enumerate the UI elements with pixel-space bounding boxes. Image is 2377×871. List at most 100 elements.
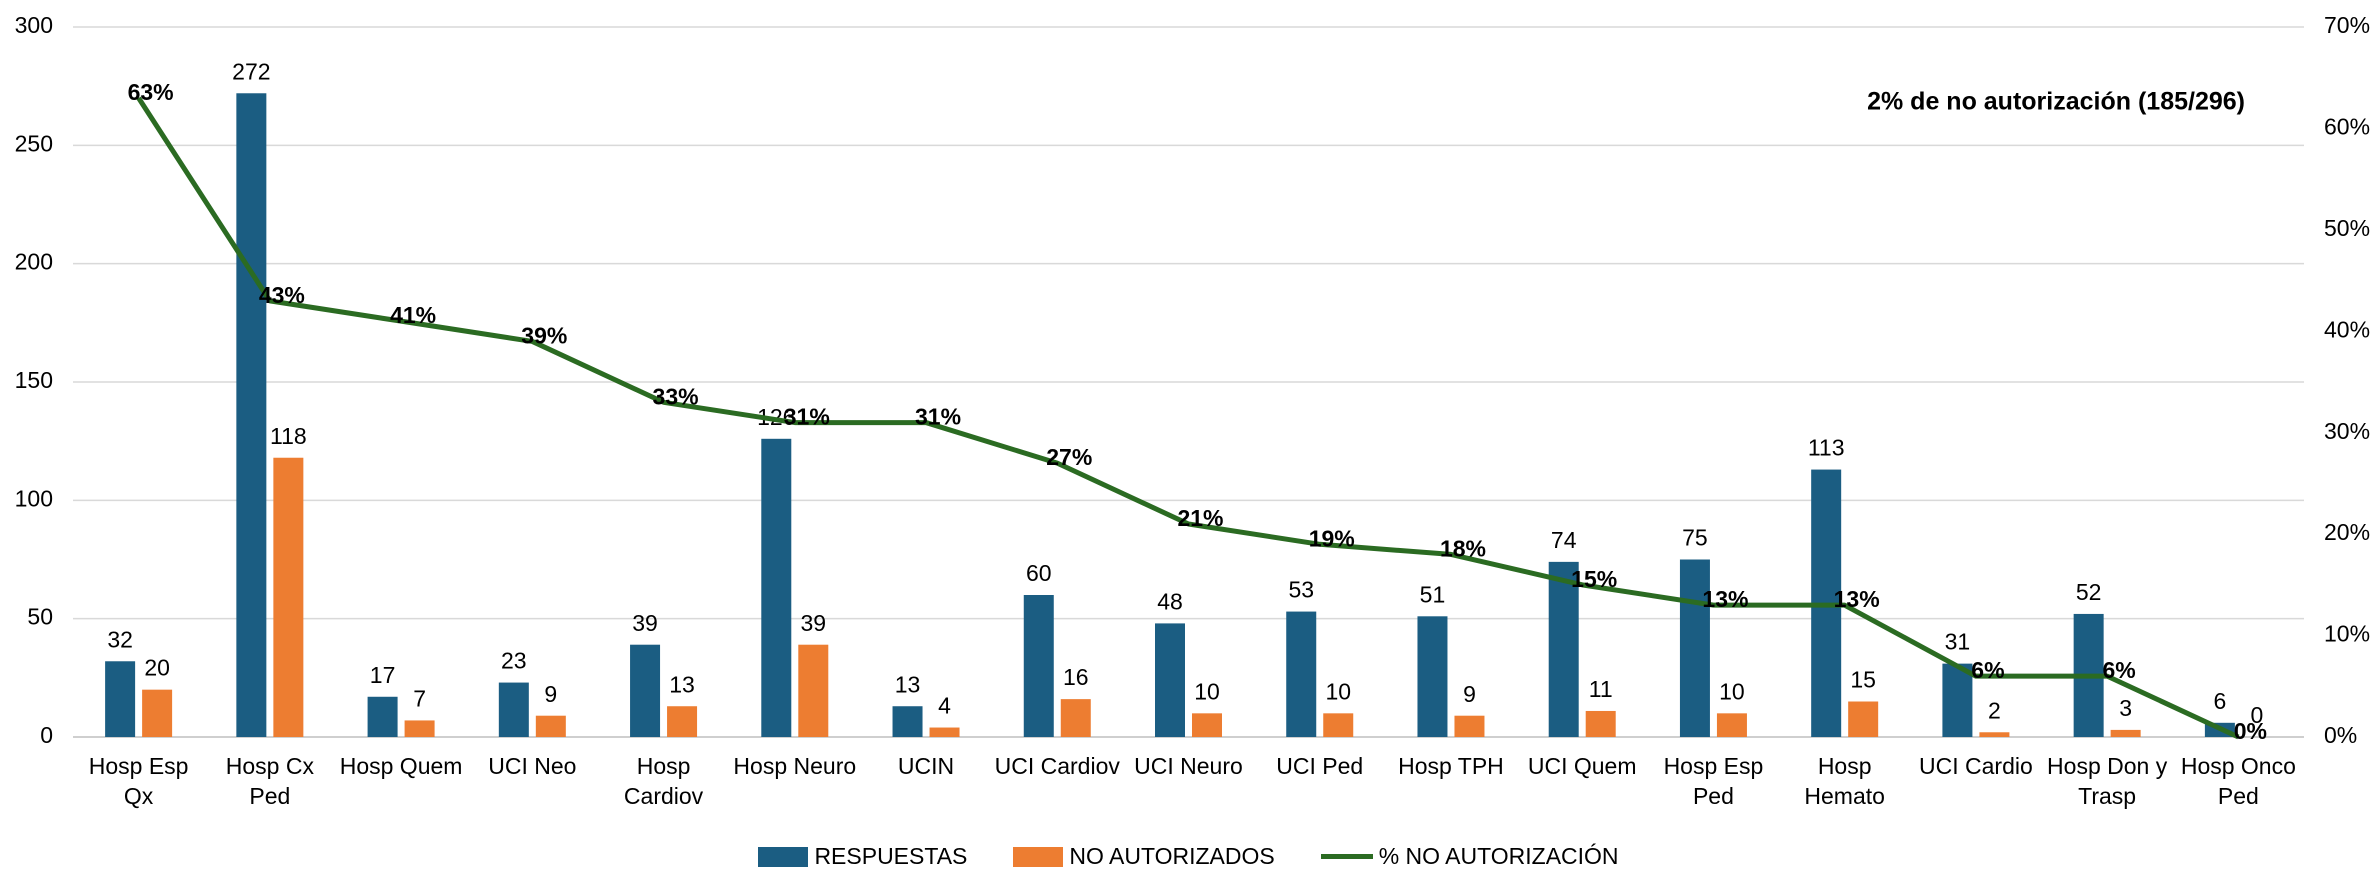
- bar: [798, 644, 829, 737]
- bar-value-label: 113: [1808, 435, 1845, 461]
- x-tick-label: Hosp Neuro: [733, 753, 857, 779]
- bar-value-label: 52: [2076, 579, 2102, 605]
- bar: [1155, 623, 1185, 737]
- bar-value-label: 53: [1288, 577, 1314, 603]
- bar: [1942, 663, 1973, 737]
- bar-value-label: 39: [632, 610, 658, 636]
- line-value-label: 21%: [1177, 505, 1223, 531]
- line: [136, 96, 2240, 740]
- bar: [1454, 715, 1485, 737]
- x-tick-label: UCI Quem: [1527, 753, 1637, 779]
- y-tick-label: 150: [15, 367, 53, 393]
- x-tick-label: UCI Ped: [1276, 753, 1364, 779]
- bar: [105, 661, 136, 737]
- y-tick-label: 0: [40, 722, 53, 748]
- bar: [498, 682, 529, 737]
- line-value-label: 15%: [1571, 566, 1617, 592]
- y2-tick-label: 70%: [2324, 12, 2370, 38]
- bar: [1060, 699, 1091, 737]
- legend-label: NO AUTORIZADOS: [1069, 843, 1275, 869]
- y2-tick-label: 30%: [2324, 418, 2370, 444]
- bar: [761, 438, 792, 737]
- bar-value-label: 10: [1719, 678, 1745, 704]
- x-tick-label: UCI Neuro: [1134, 753, 1243, 779]
- legend-line: [1320, 854, 1373, 859]
- x-tick-label: Hosp Hemato: [1804, 753, 1885, 809]
- bar-value-label: 32: [107, 626, 133, 652]
- x-tick-label: Hosp Onco Ped: [2180, 753, 2296, 809]
- bar-value-label: 48: [1157, 588, 1183, 614]
- line-value-label: 19%: [1309, 525, 1355, 551]
- y2-tick-label: 40%: [2324, 316, 2370, 342]
- line-value-label: 31%: [784, 404, 830, 430]
- bar-value-label: 16: [1063, 664, 1089, 690]
- line-value-label: 27%: [1046, 444, 1092, 470]
- bar-value-label: 39: [800, 610, 826, 636]
- bar: [236, 93, 267, 738]
- x-tick-label: Hosp Esp Ped: [1663, 753, 1764, 809]
- bar: [1286, 611, 1317, 737]
- bar: [630, 644, 661, 737]
- line-value-label: 33%: [653, 383, 699, 409]
- y2-tick-label: 20%: [2324, 519, 2370, 545]
- bar-value-label: 15: [1850, 667, 1876, 693]
- bar-value-label: 2: [1988, 697, 2001, 723]
- bar-value-label: 118: [270, 423, 307, 449]
- bar-value-label: 9: [544, 681, 557, 707]
- x-tick-label: Hosp Don y Trasp: [2047, 753, 2168, 809]
- bar-value-label: 0: [2250, 702, 2263, 728]
- bar: [929, 727, 960, 737]
- bar-value-label: 75: [1682, 525, 1708, 551]
- x-tick-label: Hosp Quem: [339, 753, 463, 779]
- bar: [273, 457, 304, 737]
- bar-value-label: 11: [1589, 676, 1613, 702]
- x-tick-label: UCI Cardiov: [994, 753, 1120, 779]
- line-value-label: 39%: [521, 323, 567, 349]
- line-value-label: 18%: [1440, 536, 1486, 562]
- line-value-label: 43%: [259, 282, 305, 308]
- line-value-label: 63%: [128, 79, 174, 105]
- y2-tick-label: 50%: [2324, 215, 2370, 241]
- bar-value-label: 4: [938, 693, 951, 719]
- bar-value-label: 23: [501, 648, 527, 674]
- y-tick-label: 250: [15, 130, 53, 156]
- bar: [1548, 561, 1579, 737]
- bar: [1585, 710, 1616, 737]
- line-value-label: 13%: [1702, 586, 1748, 612]
- y-tick-label: 100: [15, 485, 53, 511]
- line-value-label: 31%: [915, 404, 961, 430]
- bar-value-label: 10: [1194, 678, 1220, 704]
- bar: [667, 706, 698, 737]
- bar: [2110, 729, 2141, 737]
- line-value-label: 6%: [2103, 657, 2136, 683]
- bar-value-label: 60: [1026, 560, 1052, 586]
- y-tick-label: 200: [15, 249, 53, 275]
- bar-value-label: 3: [2119, 695, 2132, 721]
- bar-value-label: 6: [2213, 688, 2226, 714]
- y-tick-label: 300: [15, 12, 53, 38]
- bar: [1679, 559, 1710, 737]
- bar: [1192, 713, 1222, 737]
- bar-value-label: 13: [895, 671, 921, 697]
- x-tick-label: UCI Cardio: [1919, 753, 2033, 779]
- legend-swatch: [1013, 846, 1064, 867]
- bar: [1417, 616, 1448, 737]
- bar-value-label: 31: [1945, 629, 1971, 655]
- legend-item: NO AUTORIZADOS: [1013, 843, 1275, 870]
- bar: [404, 720, 435, 737]
- bar-value-label: 74: [1551, 527, 1577, 553]
- bar: [535, 715, 566, 737]
- bar-value-label: 10: [1325, 678, 1351, 704]
- bar: [367, 696, 398, 737]
- bar: [1979, 732, 2010, 737]
- bar-value-label: 9: [1463, 681, 1476, 707]
- line-value-label: 13%: [1834, 586, 1880, 612]
- x-tick-label: UCIN: [897, 753, 955, 779]
- x-tick-label: Hosp Esp Qx: [88, 753, 189, 809]
- legend-item: % NO AUTORIZACIÓN: [1320, 843, 1619, 870]
- bar-value-label: 7: [413, 686, 426, 712]
- bar-value-label: 272: [232, 58, 270, 84]
- bar: [1023, 595, 1054, 737]
